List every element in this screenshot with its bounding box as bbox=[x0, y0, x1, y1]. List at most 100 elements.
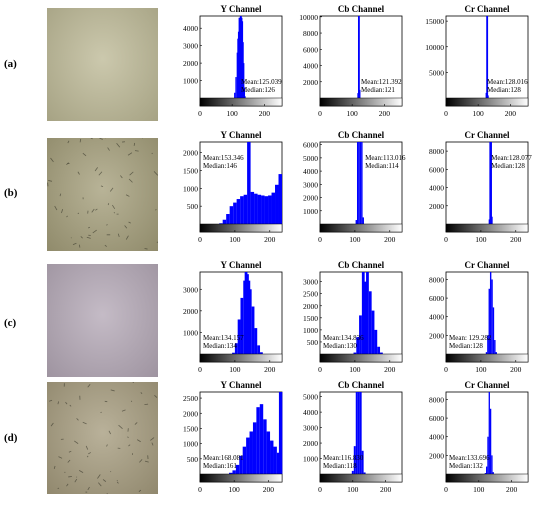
median-label: Median:132 bbox=[449, 462, 483, 470]
cell-debris-mark bbox=[127, 152, 133, 156]
histogram-bar bbox=[356, 142, 359, 224]
histogram-d-cr: Cr Channel 2000 4000 6000 8000 0 100 200 Mean:13… bbox=[429, 380, 529, 494]
y-tick-label: 8000 bbox=[429, 147, 444, 156]
histogram-bar bbox=[361, 142, 363, 224]
cell-debris-mark bbox=[87, 384, 91, 388]
histogram-bar bbox=[490, 142, 492, 224]
y-tick-label: 1000 bbox=[183, 440, 198, 449]
cell-debris-mark bbox=[78, 470, 84, 473]
cell-debris-mark bbox=[77, 212, 80, 215]
median-label: Median:118 bbox=[323, 462, 357, 470]
x-tick-label: 100 bbox=[229, 235, 241, 244]
histogram-bar bbox=[247, 142, 251, 224]
histogram-bar bbox=[241, 17, 243, 98]
cell-debris-mark bbox=[129, 171, 134, 176]
channel-title: Cb Channel bbox=[338, 4, 385, 14]
mean-label: Mean:153.346 bbox=[203, 154, 244, 162]
x-tick-label: 0 bbox=[198, 485, 202, 494]
cell-debris-mark bbox=[155, 209, 157, 211]
x-tick-label: 100 bbox=[347, 109, 359, 118]
mean-label: Mean:128.077 bbox=[491, 154, 532, 162]
cell-debris-mark bbox=[136, 439, 141, 443]
y-tick-label: 500 bbox=[187, 455, 199, 464]
y-tick-label: 15000 bbox=[425, 17, 444, 26]
histogram-bar bbox=[363, 472, 366, 474]
cell-debris-mark bbox=[120, 175, 123, 179]
cell-debris-mark bbox=[109, 187, 114, 192]
y-tick-label: 2000 bbox=[183, 307, 198, 316]
x-tick-label: 200 bbox=[510, 235, 522, 244]
histogram-bar bbox=[359, 392, 362, 474]
cell-debris-mark bbox=[99, 138, 103, 140]
cell-debris-mark bbox=[87, 486, 90, 491]
cell-debris-mark bbox=[67, 459, 71, 463]
histogram-bar bbox=[235, 464, 240, 474]
y-tick-label: 3000 bbox=[183, 285, 198, 294]
cell-debris-mark bbox=[107, 203, 110, 206]
histogram-bar bbox=[278, 174, 282, 224]
mean-label: Mean:113.016 bbox=[365, 154, 406, 162]
x-tick-label: 200 bbox=[259, 109, 271, 118]
histogram-bar bbox=[490, 142, 492, 224]
cell-debris-mark bbox=[65, 401, 68, 405]
cell-debris-mark bbox=[116, 143, 121, 148]
cell-debris-mark bbox=[91, 208, 95, 213]
intensity-gradient-bar bbox=[445, 473, 529, 483]
histogram-bar bbox=[249, 431, 253, 474]
cell-debris-mark bbox=[144, 248, 148, 250]
histogram-bar bbox=[486, 16, 488, 98]
histogram-bar bbox=[358, 142, 360, 224]
histogram-bar bbox=[257, 345, 261, 354]
histogram-bar bbox=[488, 219, 490, 224]
histogram-bar bbox=[244, 96, 246, 98]
median-label: Median:128 bbox=[449, 342, 483, 350]
cell-debris-mark bbox=[54, 205, 58, 211]
x-tick-label: 100 bbox=[349, 365, 361, 374]
histogram-a-y: Y Channel 1000 2000 3000 4000 0 100 200 Mean:125… bbox=[183, 4, 283, 118]
cell-debris-mark bbox=[86, 236, 91, 239]
x-tick-label: 200 bbox=[506, 485, 517, 494]
histogram-c-cb: Cb Channel 500 1000 1500 2000 2500 3000 0 100 200… bbox=[303, 260, 403, 374]
histogram-bar bbox=[263, 419, 267, 474]
x-tick-label: 200 bbox=[264, 235, 276, 244]
histogram-bar bbox=[248, 289, 252, 354]
y-tick-label: 10000 bbox=[299, 13, 318, 22]
cell-debris-mark bbox=[112, 204, 116, 210]
y-tick-label: 2500 bbox=[183, 394, 198, 403]
x-tick-label: 200 bbox=[510, 365, 522, 374]
intensity-gradient-bar bbox=[319, 353, 403, 363]
cell-debris-mark bbox=[82, 421, 87, 425]
histogram-bar bbox=[484, 473, 487, 474]
histogram-bar bbox=[380, 352, 383, 354]
x-tick-label: 0 bbox=[198, 109, 202, 118]
row-label-b: (b) bbox=[4, 187, 18, 199]
channel-title: Cb Channel bbox=[338, 260, 385, 270]
y-tick-label: 2000 bbox=[429, 451, 444, 460]
median-label: Median:161 bbox=[203, 462, 237, 470]
cell-debris-mark bbox=[128, 444, 131, 447]
histogram-bar bbox=[239, 17, 241, 98]
median-label: Median:130 bbox=[323, 342, 357, 350]
y-tick-label: 8000 bbox=[429, 395, 444, 404]
histogram-bar bbox=[246, 437, 250, 474]
x-tick-label: 100 bbox=[227, 109, 239, 118]
cell-debris-mark bbox=[98, 171, 103, 176]
cell-debris-mark bbox=[106, 444, 108, 447]
histogram-bar bbox=[270, 440, 274, 474]
y-tick-label: 1000 bbox=[303, 455, 318, 464]
histogram-bar bbox=[488, 288, 490, 354]
intensity-gradient-bar bbox=[445, 97, 529, 107]
histogram-bar bbox=[487, 335, 489, 354]
histogram-bar bbox=[357, 93, 359, 98]
cell-debris-mark bbox=[88, 452, 91, 455]
cell-debris-mark bbox=[87, 226, 91, 229]
plot-frame bbox=[319, 15, 403, 107]
microscope-image-c bbox=[47, 264, 158, 377]
row-label-a: (a) bbox=[4, 58, 17, 70]
histogram-bar bbox=[273, 446, 277, 474]
histogram-bar bbox=[268, 195, 272, 224]
histogram-bar bbox=[362, 217, 364, 224]
x-tick-label: 100 bbox=[349, 235, 361, 244]
histogram-bar bbox=[489, 272, 492, 354]
histogram-d-y: Y Channel 500 1000 1500 2000 2500 0 100 200 Mean:… bbox=[183, 380, 283, 494]
